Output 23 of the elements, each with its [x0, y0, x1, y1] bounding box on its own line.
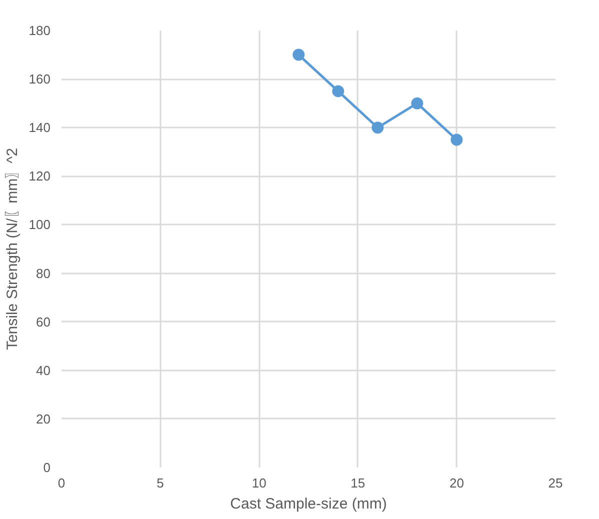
- y-tick-label: 120: [28, 168, 51, 184]
- x-axis-title: Cast Sample-size (mm): [230, 496, 387, 512]
- x-tick-label: 5: [156, 476, 164, 490]
- y-tick-label: 180: [28, 23, 51, 38]
- point: [450, 134, 463, 146]
- point: [372, 122, 384, 134]
- y-tick-label: 140: [28, 120, 51, 136]
- y-tick-label: 160: [28, 72, 51, 87]
- y-tick-label: 20: [36, 411, 51, 426]
- point: [292, 48, 305, 61]
- x-tick-label: 10: [252, 476, 266, 490]
- point: [332, 85, 344, 98]
- x-tick-label: 0: [58, 476, 66, 490]
- y-tick-label: 40: [36, 362, 51, 378]
- x-tick-label: 20: [449, 476, 464, 490]
- x-tick-label: 15: [350, 476, 366, 490]
- y-tick-label: 0: [43, 460, 51, 475]
- point: [411, 97, 424, 110]
- y-tick-label: 100: [28, 217, 51, 232]
- y-axis-title: Tensile Strength (N/〖mm〗^2: [4, 148, 21, 350]
- x-tick-label: 25: [548, 476, 563, 490]
- y-tick-label: 60: [36, 314, 51, 330]
- y-tick-label: 80: [36, 266, 51, 281]
